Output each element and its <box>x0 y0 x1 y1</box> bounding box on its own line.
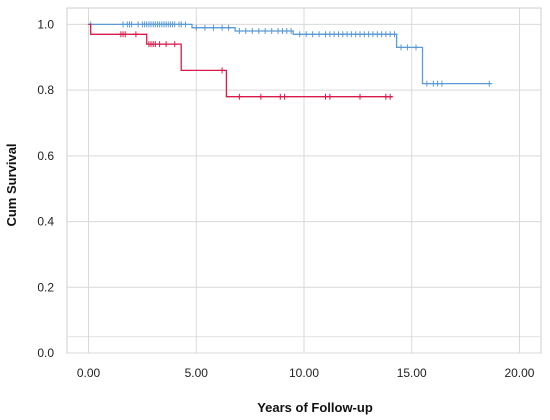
series-line <box>88 23 492 85</box>
censor-mark <box>242 28 249 34</box>
y-tick-label: 0.8 <box>37 83 54 97</box>
censor-mark <box>398 44 404 51</box>
censor-mark <box>128 21 135 28</box>
censor-mark <box>249 28 256 34</box>
censor-mark <box>182 21 189 28</box>
censor-mark <box>225 24 232 31</box>
censor-mark <box>316 31 323 38</box>
tick-labels: 0.00 5.00 10.00 15.00 20.00 0.0 0.2 0.4 0.6 0.8 1.… <box>37 17 534 380</box>
censor-mark <box>122 31 129 38</box>
censor-mark <box>255 28 262 34</box>
censor-mark <box>404 44 411 51</box>
censor-mark <box>262 28 269 34</box>
censor-mark <box>257 93 264 100</box>
gridlines <box>67 8 541 354</box>
censor-mark <box>236 28 243 34</box>
y-tick-label: 0.0 <box>37 346 54 360</box>
censor-mark <box>163 41 170 48</box>
censor-mark <box>281 93 288 100</box>
censor-mark <box>296 31 303 38</box>
censor-mark <box>193 24 200 31</box>
censor-mark <box>219 24 226 31</box>
series-1 <box>87 21 493 87</box>
censor-mark <box>210 24 217 31</box>
censor-mark <box>387 93 394 100</box>
censor-mark <box>201 24 208 31</box>
y-tick-label: 0.2 <box>37 280 54 294</box>
series-layer <box>87 21 493 100</box>
censor-mark <box>156 41 163 48</box>
series-2 <box>88 23 394 100</box>
censor-mark <box>357 93 363 100</box>
x-axis-title: Years of Follow-up <box>257 400 373 415</box>
censor-mark <box>288 28 295 34</box>
censor-mark <box>423 80 430 87</box>
censor-mark <box>486 80 493 87</box>
censor-mark <box>309 31 316 38</box>
y-axis-title: Cum Survival <box>4 143 19 226</box>
censor-mark <box>303 31 310 38</box>
censor-mark <box>171 41 178 48</box>
censor-mark <box>132 31 139 38</box>
y-tick-label: 0.4 <box>37 215 54 229</box>
x-tick-label: 15.00 <box>397 366 427 380</box>
censor-mark <box>413 44 419 51</box>
censor-mark <box>391 31 398 38</box>
y-tick-label: 0.6 <box>37 149 54 163</box>
censor-mark <box>219 67 226 74</box>
censor-mark <box>438 80 445 87</box>
y-tick-label: 1.0 <box>37 17 54 31</box>
x-tick-label: 10.00 <box>289 366 319 380</box>
x-tick-label: 20.00 <box>504 366 534 380</box>
x-tick-label: 0.00 <box>77 366 101 380</box>
censor-mark <box>326 93 333 100</box>
censor-mark <box>268 28 275 34</box>
x-tick-label: 5.00 <box>185 366 209 380</box>
censor-mark <box>236 93 243 100</box>
